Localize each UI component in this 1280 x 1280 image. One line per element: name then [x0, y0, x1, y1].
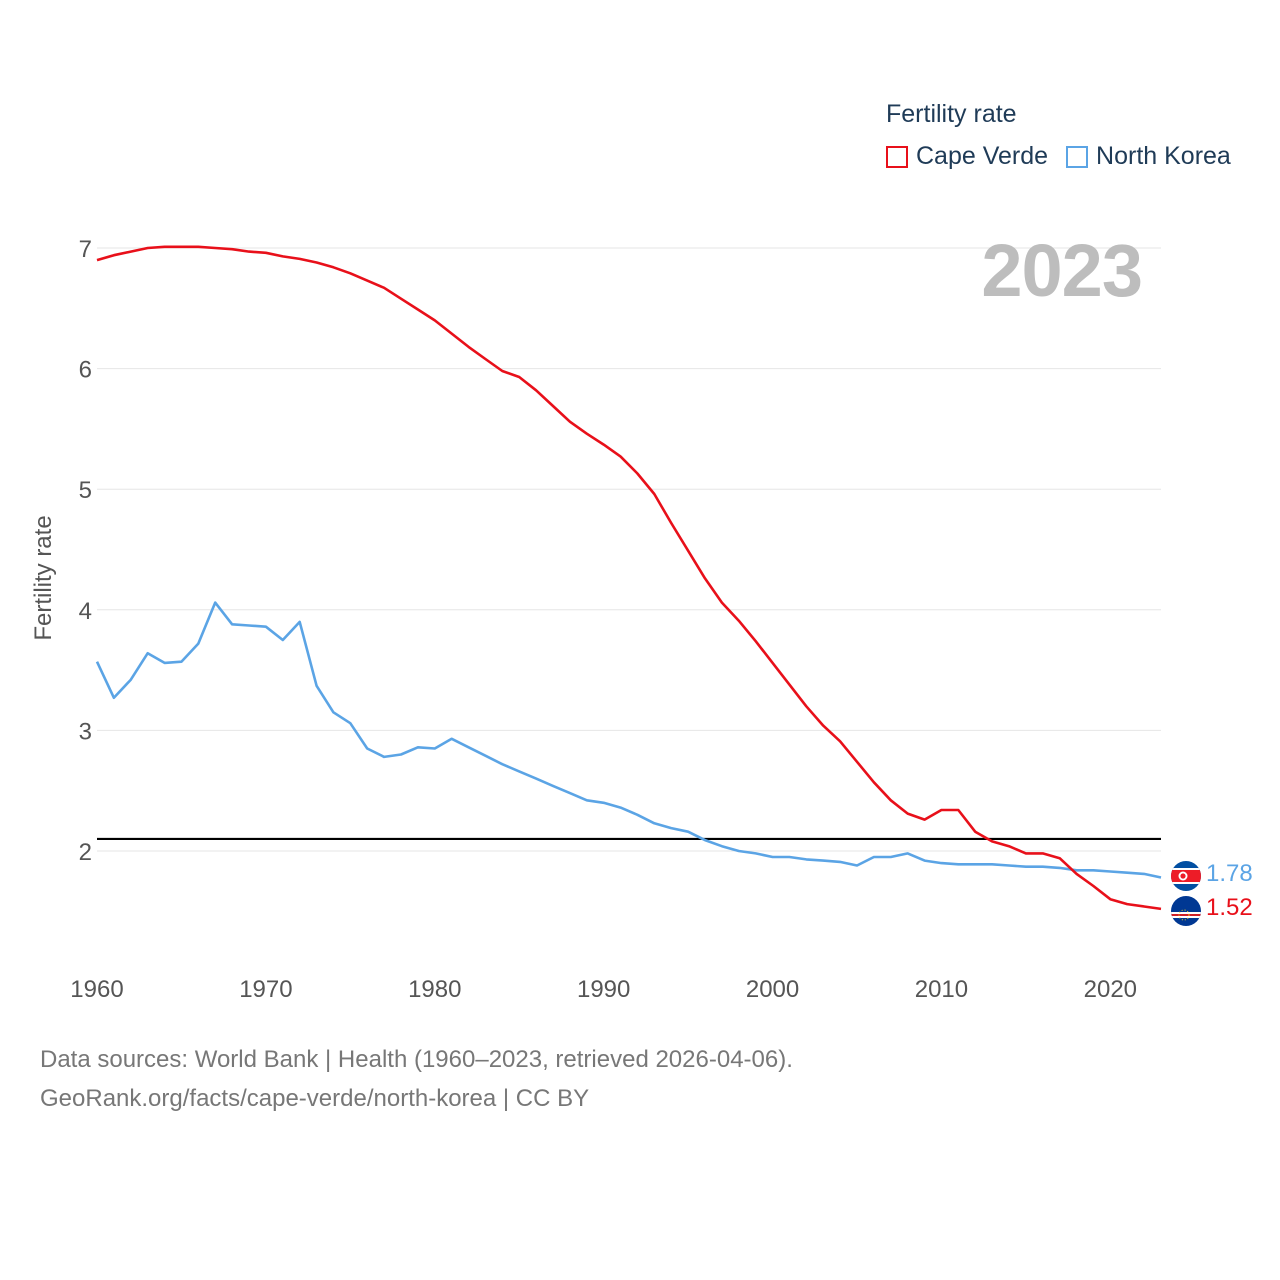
series-line-north-korea: [95, 601, 1162, 879]
legend: Cape Verde North Korea: [886, 142, 1249, 171]
y-tick-label-3: 3: [79, 718, 92, 745]
legend-item-north-korea[interactable]: North Korea: [1066, 142, 1231, 171]
series-lines: [95, 245, 1162, 911]
north-korea-flag-icon: [1171, 861, 1201, 891]
legend-title: Fertility rate: [886, 100, 1017, 128]
legend-label-cape-verde: Cape Verde: [916, 142, 1049, 170]
x-tick-label-1980: 1980: [408, 976, 461, 1003]
x-tick-label-2020: 2020: [1084, 976, 1137, 1003]
y-axis-label: Fertility rate: [30, 515, 57, 641]
year-label: 2023: [981, 229, 1143, 312]
source-line-1: Data sources: World Bank | Health (1960–…: [40, 1046, 793, 1073]
legend-label-north-korea: North Korea: [1096, 142, 1231, 170]
x-tick-label-1990: 1990: [577, 976, 630, 1003]
y-tick-label-6: 6: [79, 357, 92, 384]
y-tick-label-5: 5: [79, 477, 92, 504]
gridlines: [97, 247, 1161, 852]
cape-verde-flag-icon: [1171, 896, 1201, 926]
x-tick-label-2010: 2010: [915, 976, 968, 1003]
source-line-2[interactable]: GeoRank.org/facts/cape-verde/north-korea…: [40, 1085, 590, 1112]
y-tick-labels: 2 3 4 5 6 7: [79, 236, 92, 866]
series-line-cape-verde: [96, 245, 1162, 911]
legend-swatch-cape-verde: [886, 145, 908, 168]
cape-verde-end-value: 1.52: [1206, 894, 1253, 921]
north-korea-end-value: 1.78: [1206, 860, 1253, 887]
x-tick-label-1960: 1960: [70, 976, 123, 1003]
legend-swatch-north-korea: [1066, 145, 1089, 168]
x-tick-labels: 1960 1970 1980 1990 2000 2010 2020: [70, 976, 1137, 1003]
legend-item-cape-verde[interactable]: Cape Verde: [886, 142, 1048, 171]
x-tick-label-2000: 2000: [746, 976, 799, 1003]
x-tick-label-1970: 1970: [239, 976, 292, 1003]
y-tick-label-4: 4: [79, 598, 92, 625]
y-tick-label-7: 7: [79, 236, 92, 263]
y-tick-label-2: 2: [79, 839, 92, 866]
